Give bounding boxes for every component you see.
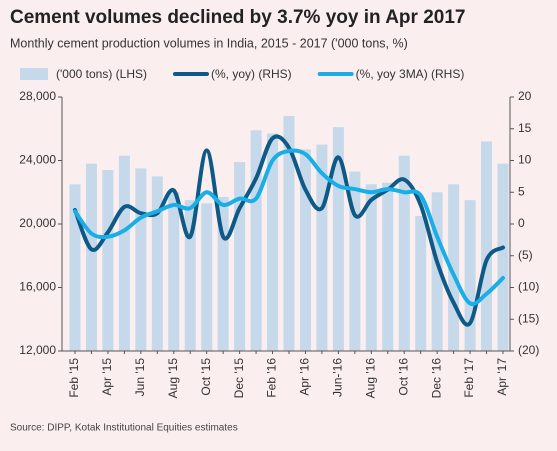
chart-subtitle: Monthly cement production volumes in Ind… xyxy=(10,36,408,50)
bar xyxy=(283,116,295,351)
x-tick-label: Apr '16 xyxy=(298,358,312,396)
y2-tick-label: 5 xyxy=(518,184,525,198)
x-tick-label: Apr '15 xyxy=(100,358,114,396)
x-tick-label: Aug '16 xyxy=(363,358,377,399)
bar xyxy=(481,141,493,351)
x-tick-label: Jun '15 xyxy=(133,358,147,397)
y-tick-label: 28,000 xyxy=(19,89,56,103)
x-tick-label: Oct '15 xyxy=(199,358,213,396)
bar xyxy=(135,168,147,351)
y2-tick-label: 0 xyxy=(518,216,525,230)
y-tick-label: 12,000 xyxy=(19,343,56,357)
bar xyxy=(85,163,97,351)
y-tick-label: 16,000 xyxy=(19,280,56,294)
bar xyxy=(398,155,410,351)
bar xyxy=(201,203,213,351)
bar xyxy=(118,155,130,351)
bar xyxy=(102,170,114,351)
bar xyxy=(69,184,81,351)
bar xyxy=(217,197,229,351)
y2-tick-label: 10 xyxy=(518,153,532,167)
source-note: Source: DIPP, Kotak Institutional Equiti… xyxy=(10,423,238,434)
line-series xyxy=(73,148,505,307)
y2-tick-label: (15) xyxy=(518,311,539,325)
bar xyxy=(431,192,443,351)
y2-tick-label: 20 xyxy=(518,89,532,103)
x-tick-label: Feb '16 xyxy=(265,358,279,398)
bar xyxy=(382,182,394,351)
bar xyxy=(365,184,377,351)
x-tick-label: Oct '16 xyxy=(396,358,410,396)
legend-swatch xyxy=(20,68,48,80)
bar xyxy=(497,163,509,351)
bar xyxy=(267,133,279,351)
chart-title: Cement volumes declined by 3.7% yoy in A… xyxy=(10,7,465,28)
x-tick-label: Apr '17 xyxy=(495,358,509,396)
bar xyxy=(332,127,344,351)
legend-label: (%, yoy 3MA) (RHS) xyxy=(356,67,465,81)
y2-tick-label: (20) xyxy=(518,343,539,357)
y2-tick-label: (5) xyxy=(518,248,533,262)
x-tick-label: Jun-'16 xyxy=(331,358,345,397)
x-tick-label: Dec '16 xyxy=(429,358,443,399)
x-tick-label: Feb '17 xyxy=(462,358,476,398)
bar xyxy=(168,192,180,351)
y-tick-label: 20,000 xyxy=(19,216,56,230)
legend-label: (%, yoy) (RHS) xyxy=(211,67,292,81)
bar xyxy=(234,162,246,351)
y-tick-label: 24,000 xyxy=(19,153,56,167)
bar xyxy=(316,144,328,351)
x-tick-label: Feb '15 xyxy=(67,358,81,398)
y2-tick-label: 15 xyxy=(518,121,532,135)
bar xyxy=(184,200,196,351)
bar xyxy=(299,149,311,351)
bar xyxy=(415,216,427,351)
bar xyxy=(448,184,460,351)
x-tick-label: Aug '15 xyxy=(166,358,180,399)
y2-tick-label: (10) xyxy=(518,280,539,294)
bar xyxy=(250,130,262,351)
legend-label: ('000 tons) (LHS) xyxy=(56,67,147,81)
bar xyxy=(151,176,163,351)
bar xyxy=(349,171,361,351)
x-tick-label: Dec '15 xyxy=(232,358,246,399)
bar xyxy=(464,200,476,351)
